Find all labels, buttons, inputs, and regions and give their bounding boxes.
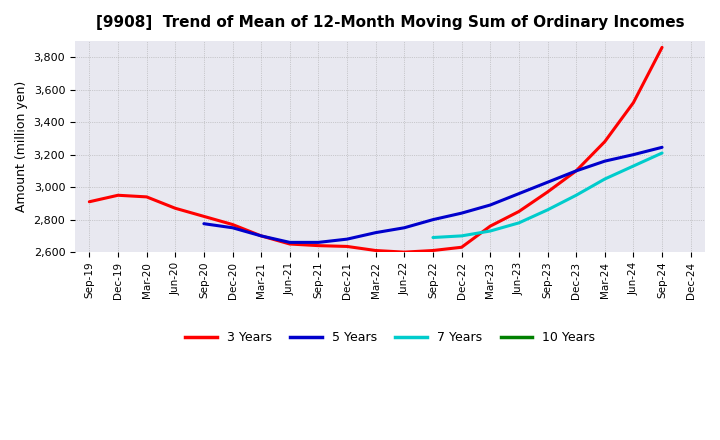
Y-axis label: Amount (million yen): Amount (million yen) [15,81,28,212]
Title: [9908]  Trend of Mean of 12-Month Moving Sum of Ordinary Incomes: [9908] Trend of Mean of 12-Month Moving … [96,15,684,30]
Legend: 3 Years, 5 Years, 7 Years, 10 Years: 3 Years, 5 Years, 7 Years, 10 Years [180,326,600,349]
